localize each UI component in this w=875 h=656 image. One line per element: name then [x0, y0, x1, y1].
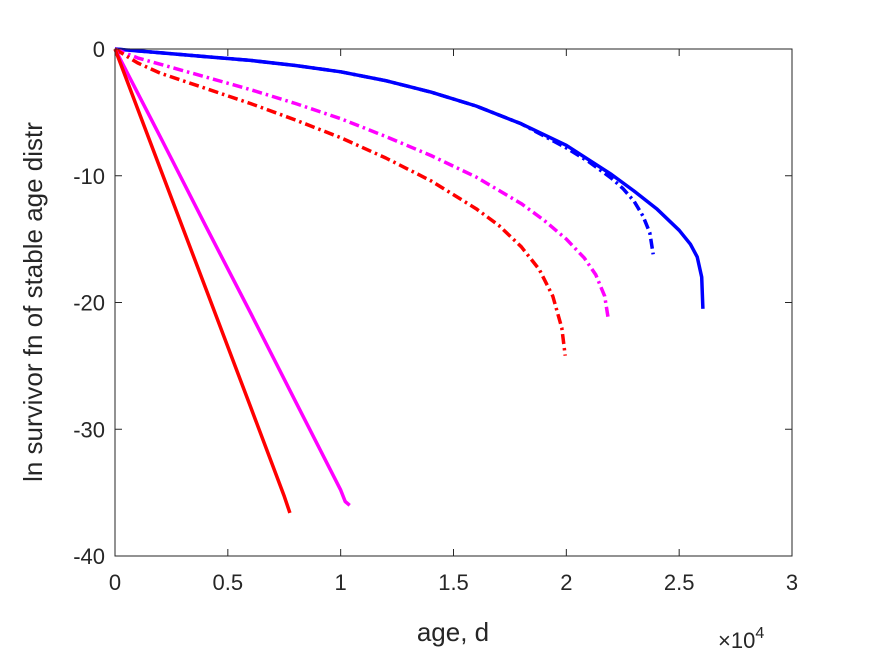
x-axis: 0 0.5 1 1.5 2 2.5 3 [109, 49, 798, 595]
x-axis-multiplier-exponent: 4 [755, 625, 764, 642]
series-layer [113, 47, 705, 514]
series-line-5 [113, 48, 351, 507]
x-tick-label: 2 [560, 570, 572, 595]
plot-area [115, 49, 792, 556]
x-axis-multiplier-base: ×10 [718, 628, 755, 653]
x-tick-label: 0.5 [213, 570, 244, 595]
y-tick-label: 0 [93, 37, 105, 62]
y-axis-label: ln survivor fn of stable age distr [18, 122, 48, 482]
x-tick-label: 1.5 [438, 570, 469, 595]
y-tick-label: -30 [73, 417, 105, 442]
x-tick-label: 2.5 [664, 570, 695, 595]
x-tick-label: 3 [786, 570, 798, 595]
y-tick-label: -40 [73, 544, 105, 569]
series-line-3 [114, 47, 610, 318]
series-line-4 [114, 47, 567, 356]
x-axis-label: age, d [417, 617, 489, 647]
series-line-2 [114, 47, 655, 255]
x-axis-multiplier: ×104 [718, 625, 764, 653]
y-tick-label: -20 [73, 291, 105, 316]
y-tick-label: -10 [73, 164, 105, 189]
y-axis: 0 -10 -20 -30 -40 [73, 37, 792, 569]
series-line-6 [113, 48, 292, 514]
x-tick-label: 1 [335, 570, 347, 595]
x-tick-label: 0 [109, 570, 121, 595]
